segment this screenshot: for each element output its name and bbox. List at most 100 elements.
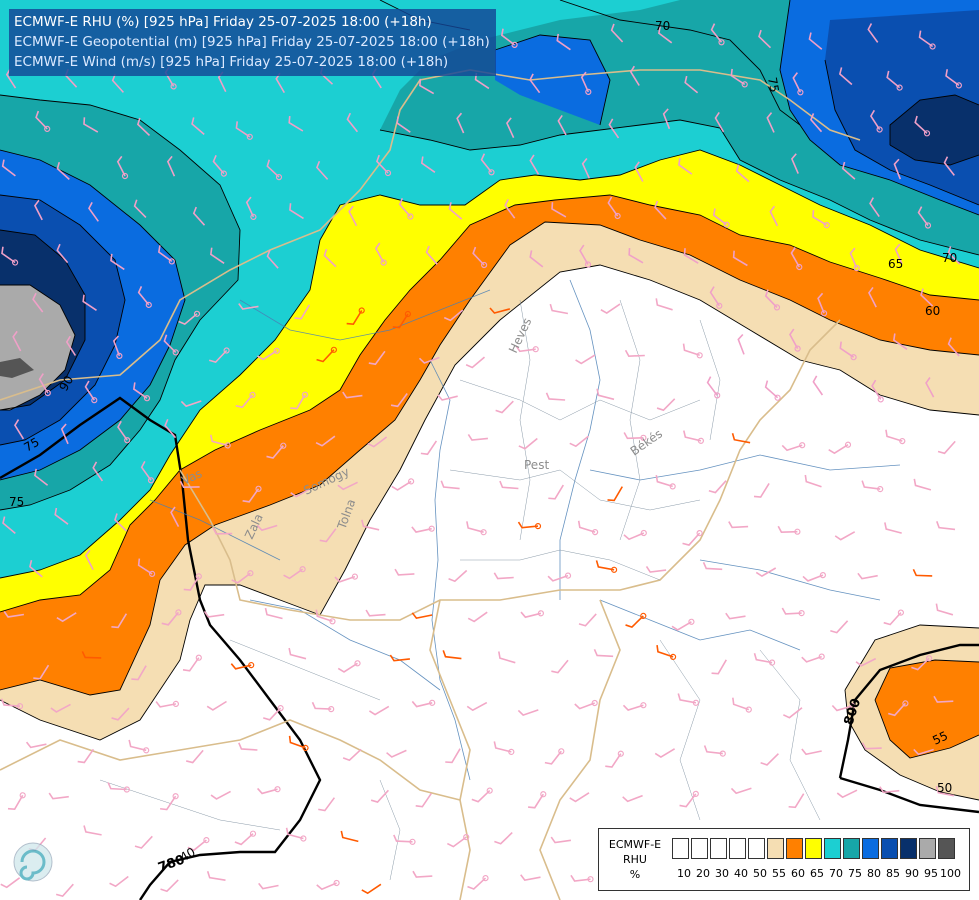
wind-barb bbox=[231, 570, 254, 584]
wind-barb bbox=[792, 72, 804, 96]
wind-barb bbox=[294, 304, 311, 320]
wind-barb bbox=[210, 790, 231, 800]
rhu-label-75-w: 75 bbox=[22, 435, 42, 455]
wind-barb bbox=[77, 748, 95, 764]
wind-barb bbox=[183, 573, 202, 591]
wind-barb bbox=[235, 391, 256, 409]
wind-barb bbox=[448, 569, 468, 583]
wind-barb bbox=[55, 883, 74, 898]
wind-barb bbox=[420, 156, 436, 173]
wind-barb bbox=[334, 573, 358, 583]
wind-barb bbox=[755, 567, 777, 578]
wind-barb bbox=[607, 486, 623, 502]
wind-barb bbox=[810, 113, 823, 133]
wind-barb bbox=[735, 164, 750, 183]
wind-barb bbox=[180, 400, 202, 408]
wind-barb bbox=[361, 519, 380, 531]
wind-barb bbox=[340, 830, 359, 843]
wind-barb bbox=[624, 349, 645, 357]
wind-barb bbox=[132, 382, 151, 402]
wind-barb bbox=[315, 609, 336, 625]
rhu-band-80-nc bbox=[495, 35, 610, 125]
wind-barb bbox=[556, 33, 571, 51]
wind-barb bbox=[289, 203, 304, 220]
wind-barb bbox=[337, 481, 358, 491]
wind-barb bbox=[111, 707, 130, 721]
wind-barb bbox=[580, 71, 592, 96]
wind-barb bbox=[869, 109, 883, 133]
legend-tick-label: 90 bbox=[905, 867, 919, 880]
wind-barb bbox=[136, 117, 151, 136]
rhu-label-65-e: 65 bbox=[888, 257, 903, 271]
wind-barb bbox=[679, 790, 699, 808]
wind-barb bbox=[1, 246, 19, 266]
wind-barb bbox=[855, 657, 877, 667]
legend-tick-label: 10 bbox=[677, 867, 691, 880]
wind-barb bbox=[437, 394, 458, 401]
wind-barb bbox=[48, 792, 69, 800]
wind-barb bbox=[781, 607, 805, 617]
wind-barb bbox=[517, 709, 539, 717]
wind-barb bbox=[396, 116, 411, 133]
wind-barb bbox=[654, 200, 667, 220]
wind-barb bbox=[266, 249, 279, 269]
provider-logo bbox=[13, 842, 53, 882]
wind-barb bbox=[134, 835, 153, 849]
wind-barbs bbox=[0, 23, 963, 898]
wind-barb bbox=[418, 356, 440, 364]
wind-barb bbox=[7, 792, 26, 810]
wind-barb bbox=[625, 612, 647, 629]
wind-barb bbox=[551, 202, 567, 218]
legend-swatch bbox=[919, 838, 936, 859]
legend-title-model: ECMWF-E bbox=[608, 838, 662, 851]
wind-barb bbox=[83, 117, 99, 133]
wind-barb bbox=[442, 650, 462, 660]
wind-barb bbox=[548, 484, 564, 500]
wind-barb bbox=[656, 398, 676, 412]
map-title-box: ECMWF-E RHU (%) [925 hPa] Friday 25-07-2… bbox=[9, 9, 496, 76]
wind-barb bbox=[82, 294, 97, 311]
wind-barb bbox=[391, 478, 415, 491]
legend-swatch bbox=[710, 838, 727, 859]
wind-barb bbox=[781, 442, 806, 452]
legend-tick-label: 70 bbox=[829, 867, 843, 880]
wind-barb bbox=[283, 566, 306, 580]
wind-barb bbox=[802, 571, 827, 582]
wind-barb bbox=[935, 786, 955, 797]
wind-barb bbox=[517, 521, 542, 530]
wind-barb bbox=[266, 442, 287, 459]
wind-barb bbox=[56, 161, 70, 180]
wind-barb bbox=[861, 480, 884, 493]
legend-tick-label: 55 bbox=[772, 867, 786, 880]
wind-barb bbox=[714, 112, 725, 133]
wind-barb bbox=[466, 701, 488, 712]
wind-barb bbox=[830, 620, 849, 634]
legend-tick-label: 65 bbox=[810, 867, 824, 880]
wind-barb bbox=[178, 310, 201, 326]
legend-title-var: RHU bbox=[623, 853, 647, 866]
wind-barb bbox=[14, 419, 25, 440]
wind-barb bbox=[133, 199, 147, 218]
wind-barb bbox=[88, 201, 99, 222]
wind-barb bbox=[337, 660, 361, 673]
wind-barb bbox=[489, 307, 511, 314]
wind-barb bbox=[163, 334, 179, 356]
wind-barb bbox=[596, 388, 615, 401]
wind-barb bbox=[500, 28, 518, 49]
wind-barb bbox=[712, 208, 730, 228]
legend-tick-label: 50 bbox=[753, 867, 767, 880]
rhu-band-100 bbox=[0, 358, 34, 378]
wind-barb bbox=[440, 480, 460, 490]
wind-barb bbox=[230, 661, 255, 670]
wind-barb bbox=[529, 250, 544, 268]
rhu-label-75-sw: 75 bbox=[9, 495, 24, 509]
wind-barb bbox=[801, 748, 822, 756]
wind-barb bbox=[3, 611, 25, 618]
wind-barb bbox=[623, 529, 647, 541]
wind-barb bbox=[703, 745, 726, 757]
wind-barb bbox=[788, 793, 805, 809]
wind-barb bbox=[577, 520, 599, 536]
wind-barb bbox=[390, 393, 408, 408]
wind-barb bbox=[392, 310, 411, 329]
wind-barb bbox=[894, 243, 903, 265]
